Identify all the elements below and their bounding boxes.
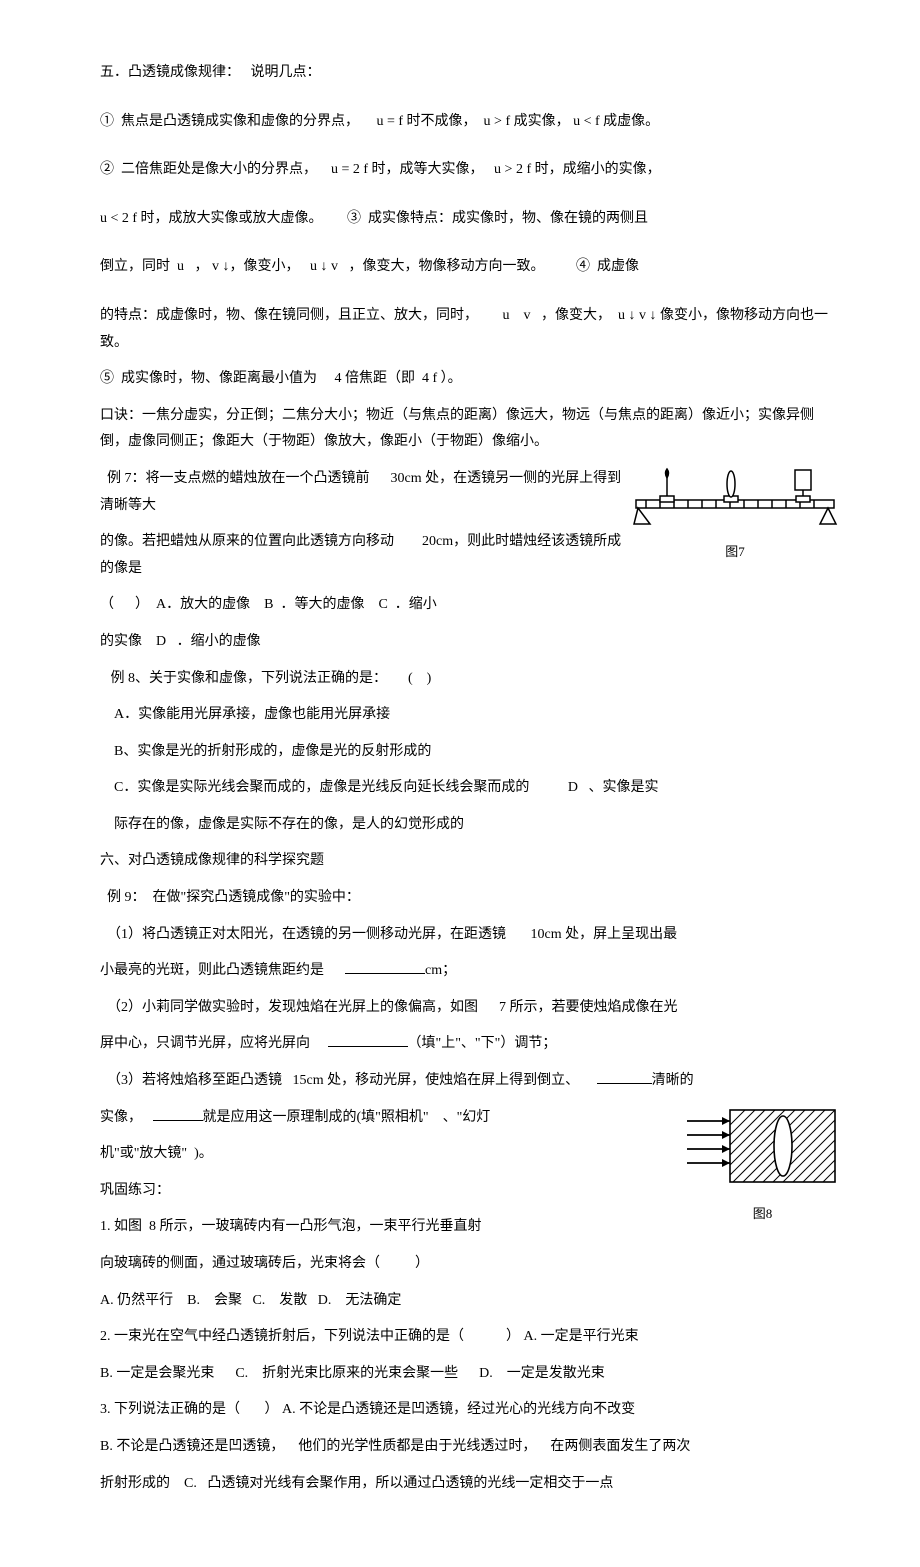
section5-p4: 倒立，同时 u ， v ↓，像变小， u ↓ v ，像变大，物像移动方向一致。 … bbox=[100, 254, 840, 281]
ex9-q3b-pre: 实像， bbox=[100, 1110, 153, 1125]
ex7-line4: 的实像 D ．缩小的虚像 bbox=[100, 629, 840, 656]
ex8-optB: B、实像是光的折射形成的，虚像是光的反射形成的 bbox=[100, 739, 840, 766]
ex9-q2b-pre: 屏中心，只调节光屏，应将光屏向 bbox=[100, 1036, 328, 1051]
fill-blank-2 bbox=[328, 1032, 408, 1047]
practice-q1b: 向玻璃砖的侧面，通过玻璃砖后，光束将会（ ） bbox=[100, 1251, 840, 1278]
section5-p1: ① 焦点是凸透镜成实像和虚像的分界点， u = f 时不成像， u > f 成实… bbox=[100, 109, 840, 136]
practice-q1c: A. 仍然平行 B. 会聚 C. 发散 D. 无法确定 bbox=[100, 1288, 840, 1315]
section5-p6: ⑤ 成实像时，物、像距离最小值为 4 倍焦距（即 4 f ）。 bbox=[100, 366, 840, 393]
ex9-q2b: 屏中心，只调节光屏，应将光屏向 （填"上"、"下"）调节； bbox=[100, 1031, 840, 1058]
ex8-line1: 例 8、关于实像和虚像，下列说法正确的是： ( ) bbox=[100, 666, 840, 693]
ex9-q1b: 小最亮的光斑，则此凸透镜焦距约是 cm； bbox=[100, 958, 840, 985]
ex9-q2b-post: （填"上"、"下"）调节； bbox=[408, 1036, 557, 1051]
section5-p2: ② 二倍焦距处是像大小的分界点， u = 2 f 时，成等大实像， u > 2 … bbox=[100, 157, 840, 184]
section5-mnemonic: 口诀：一焦分虚实，分正倒；二焦分大小；物近（与焦点的距离）像远大，物远（与焦点的… bbox=[100, 403, 840, 456]
ex7-line3: （ ） A．放大的虚像 B ．等大的虚像 C ．缩小 bbox=[100, 592, 840, 619]
section5-p5: 的特点：成虚像时，物、像在镜同侧，且正立、放大，同时， u v ，像变大， u … bbox=[100, 303, 840, 356]
ex9-heading: 例 9： 在做"探究凸透镜成像"的实验中： bbox=[100, 885, 840, 912]
ex9-q3a-pre: （3）若将烛焰移至距凸透镜 15cm 处，移动光屏，使烛焰在屏上得到倒立、 bbox=[100, 1073, 597, 1088]
ex8-optA: A．实像能用光屏承接，虚像也能用光屏承接 bbox=[100, 702, 840, 729]
practice-q3c: 折射形成的 C. 凸透镜对光线有会聚作用，所以通过凸透镜的光线一定相交于一点 bbox=[100, 1471, 840, 1498]
ex8-optC: C．实像是实际光线会聚而成的，虚像是光线反向延长线会聚而成的 D 、实像是实 bbox=[100, 775, 840, 802]
ex9-q2a: （2）小莉同学做实验时，发现烛焰在光屏上的像偏高，如图 7 所示，若要使烛焰成像… bbox=[100, 995, 840, 1022]
fig8-caption: 图8 bbox=[685, 1202, 840, 1227]
fill-blank-1 bbox=[345, 959, 425, 974]
figure-7: 图7 bbox=[630, 466, 840, 564]
ex9-q3b-post: 就是应用这一原理制成的(填"照相机" 、"幻灯 bbox=[203, 1110, 491, 1125]
ex9-q1b-pre: 小最亮的光斑，则此凸透镜焦距约是 bbox=[100, 963, 345, 978]
practice-q2a: 2. 一束光在空气中经凸透镜折射后，下列说法中正确的是（ ） A. 一定是平行光… bbox=[100, 1324, 840, 1351]
fig8-svg bbox=[685, 1105, 840, 1190]
ex9-q3a-post: 清晰的 bbox=[652, 1073, 694, 1088]
ex9-q3a: （3）若将烛焰移至距凸透镜 15cm 处，移动光屏，使烛焰在屏上得到倒立、 清晰… bbox=[100, 1068, 840, 1095]
ex8-optC2: 际存在的像，虚像是实际不存在的像，是人的幻觉形成的 bbox=[100, 812, 840, 839]
section5-heading: 五．凸透镜成像规律： 说明几点： bbox=[100, 60, 840, 87]
ex9-q1b-post: cm； bbox=[425, 963, 456, 978]
practice-q3a: 3. 下列说法正确的是（ ） A. 不论是凸透镜还是凹透镜，经过光心的光线方向不… bbox=[100, 1397, 840, 1424]
practice-q2b: B. 一定是会聚光束 C. 折射光束比原来的光束会聚一些 D. 一定是发散光束 bbox=[100, 1361, 840, 1388]
practice-q3b: B. 不论是凸透镜还是凹透镜， 他们的光学性质都是由于光线透过时， 在两侧表面发… bbox=[100, 1434, 840, 1461]
section6-heading: 六、对凸透镜成像规律的科学探究题 bbox=[100, 848, 840, 875]
fill-blank-4 bbox=[153, 1106, 203, 1121]
fig7-svg bbox=[630, 466, 840, 531]
figure-8: 图8 bbox=[685, 1105, 840, 1227]
fig7-caption: 图7 bbox=[630, 540, 840, 565]
ex9-q1a: （1）将凸透镜正对太阳光，在透镜的另一侧移动光屏，在距透镜 10cm 处，屏上呈… bbox=[100, 922, 840, 949]
section5-p3: u < 2 f 时，成放大实像或放大虚像。 ③ 成实像特点：成实像时，物、像在镜… bbox=[100, 206, 840, 233]
fill-blank-3 bbox=[597, 1069, 652, 1084]
